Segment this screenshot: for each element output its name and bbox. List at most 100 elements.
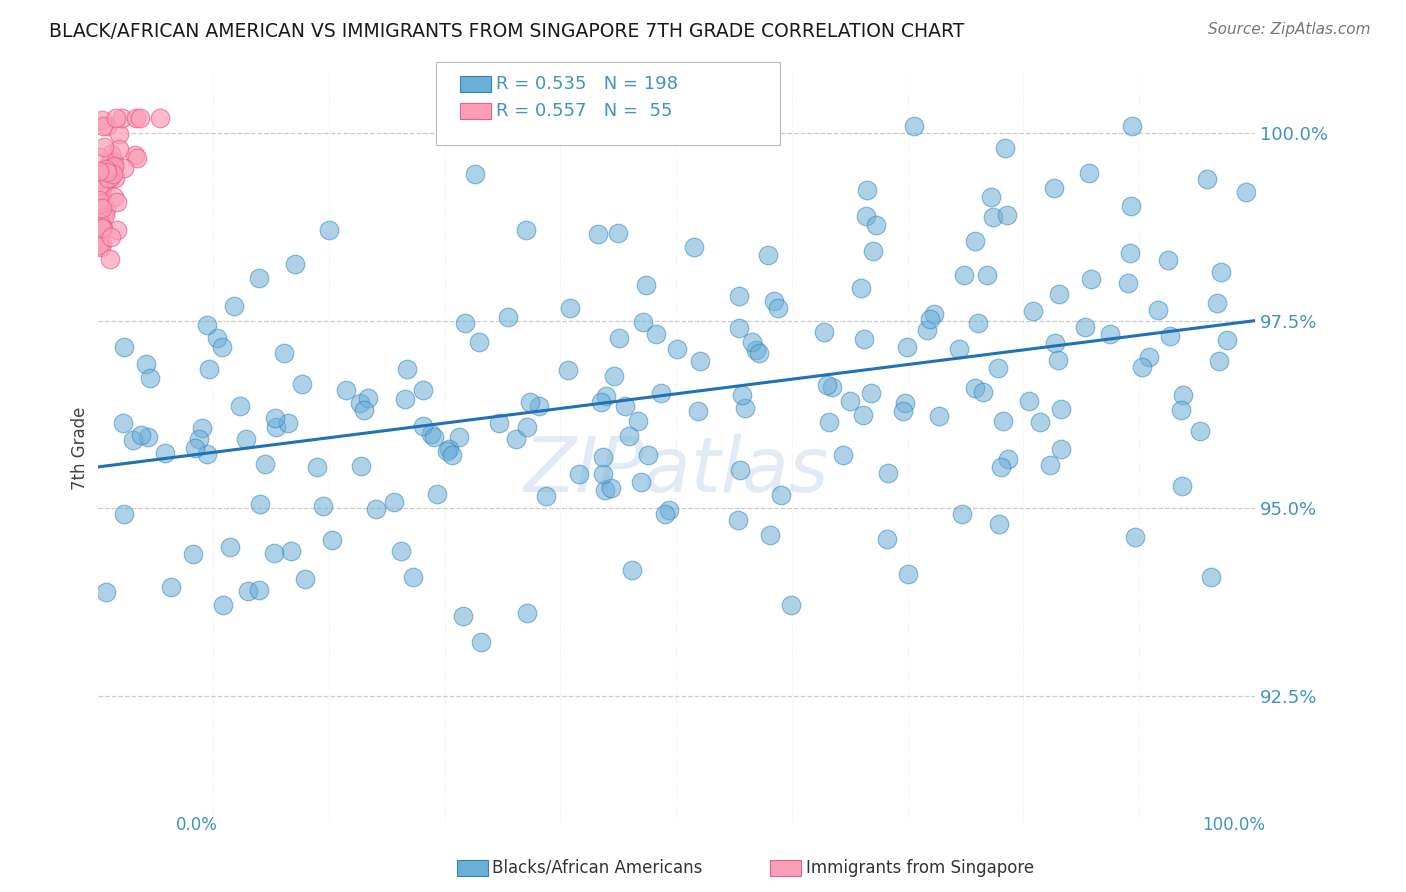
Point [855,209,877,223]
Point [98,155,121,169]
Point [505,432,527,446]
Point [249,497,271,511]
Point [987,361,1010,376]
Point [922,308,945,322]
Point [412,383,434,397]
Point [817,415,839,429]
Point [94,202,117,216]
Text: R = 0.535   N = 198: R = 0.535 N = 198 [496,75,678,93]
Point [420,427,443,442]
Point [93,179,115,194]
Point [1098,326,1121,341]
Point [876,532,898,546]
Point [195,318,218,333]
Point [470,635,492,649]
Point [1199,569,1222,583]
Point [759,528,782,542]
Point [963,381,986,395]
Point [94,208,117,222]
Point [516,606,538,620]
Point [987,517,1010,532]
Point [195,447,218,461]
Point [366,502,388,516]
Point [993,414,1015,428]
Point [780,598,803,612]
Point [423,429,446,443]
Point [621,563,644,577]
Point [568,467,591,482]
Point [312,500,335,514]
Point [852,332,875,346]
Point [91,185,114,199]
Point [1159,329,1181,343]
Point [727,513,749,527]
Point [599,481,621,495]
Point [831,448,853,462]
Point [280,544,302,558]
Point [990,460,1012,475]
Point [1123,530,1146,544]
Point [389,543,412,558]
Point [382,495,405,509]
Point [1118,276,1140,290]
Point [637,448,659,462]
Point [91,196,114,211]
Point [953,268,976,283]
Point [948,342,970,356]
Point [235,433,257,447]
Point [263,546,285,560]
Point [464,167,486,181]
Point [865,218,887,232]
Point [426,487,449,501]
Point [631,315,654,329]
Point [634,277,657,292]
Point [560,301,582,316]
Point [394,392,416,407]
Point [617,429,640,443]
Point [207,330,229,344]
Point [920,311,942,326]
Point [488,416,510,430]
Point [838,393,860,408]
Point [607,331,630,345]
Point [770,488,793,502]
Point [90,239,112,253]
Point [1018,393,1040,408]
Point [87,182,110,196]
Point [658,502,681,516]
Text: Blacks/African Americans: Blacks/African Americans [492,859,703,877]
Point [412,418,434,433]
Point [149,111,172,125]
Point [527,399,550,413]
Point [136,430,159,444]
Point [728,463,751,477]
Point [125,152,148,166]
Point [91,208,114,222]
Point [284,257,307,271]
Point [689,354,711,368]
Point [87,195,110,210]
Point [595,389,617,403]
Point [980,190,1002,204]
Point [1028,415,1050,429]
Point [997,451,1019,466]
Point [453,316,475,330]
Point [856,184,879,198]
Point [766,301,789,315]
Point [972,384,994,399]
Point [745,343,768,358]
Point [188,432,211,446]
Point [273,346,295,360]
Point [1130,359,1153,374]
Point [1206,296,1229,310]
Point [1195,172,1218,186]
Point [90,220,112,235]
Point [496,310,519,325]
Text: R = 0.557   N =  55: R = 0.557 N = 55 [496,102,673,120]
Point [91,112,114,127]
Point [112,341,135,355]
Point [401,570,423,584]
Point [950,507,973,521]
Point [87,193,110,207]
Point [100,146,122,161]
